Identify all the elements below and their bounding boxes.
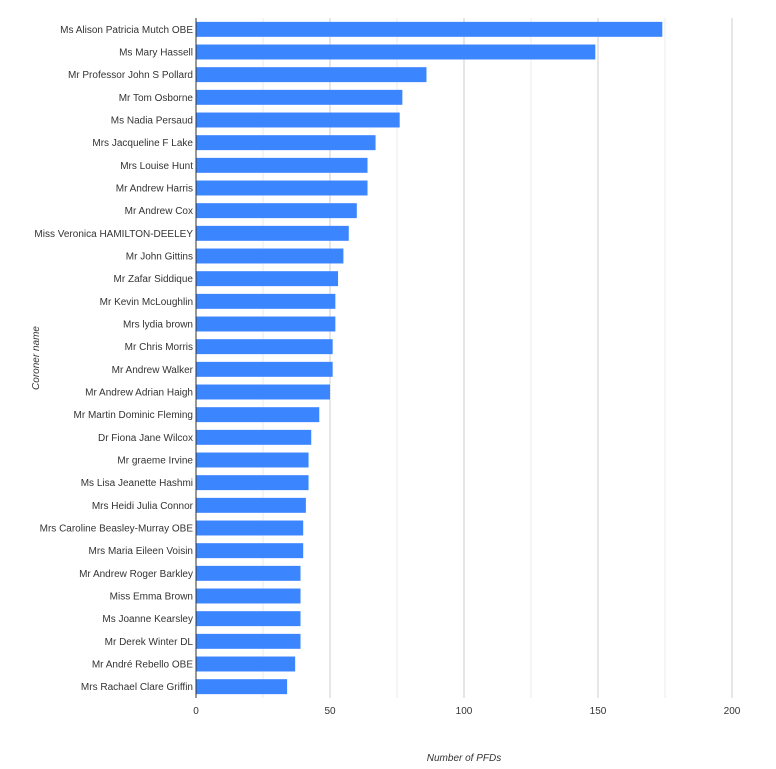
bar: [196, 475, 309, 491]
x-tick-label: 200: [724, 706, 741, 717]
bars: [196, 21, 663, 695]
category-label: Mr Tom Osborne: [119, 93, 194, 104]
bar: [196, 225, 349, 241]
category-label: Mrs lydia brown: [123, 320, 193, 331]
bar: [196, 293, 336, 309]
category-label: Miss Emma Brown: [110, 592, 193, 603]
gridlines: [195, 18, 733, 698]
category-label: Mr John Gittins: [126, 252, 193, 263]
category-label: Ms Mary Hassell: [119, 48, 193, 59]
category-label: Mrs Heidi Julia Connor: [92, 501, 194, 512]
category-label: Mr Professor John S Pollard: [68, 70, 193, 81]
bar: [196, 633, 301, 649]
x-tick-label: 0: [193, 706, 199, 717]
bar: [196, 180, 368, 196]
bar: [196, 565, 301, 581]
category-label: Ms Lisa Jeanette Hashmi: [81, 478, 193, 489]
bar: [196, 611, 301, 627]
category-label: Mr Andrew Roger Barkley: [79, 569, 193, 580]
bar: [196, 339, 333, 355]
x-tick-labels: 0 50 100 150 200: [193, 706, 741, 717]
category-label: Mr Derek Winter DL: [105, 637, 194, 648]
bar: [196, 89, 403, 105]
category-label: Mr Martin Dominic Fleming: [74, 410, 193, 421]
category-label: Mr Andrew Cox: [125, 206, 193, 217]
category-label: Ms Joanne Kearsley: [102, 614, 193, 625]
bar: [196, 520, 304, 536]
category-label: Ms Nadia Persaud: [111, 116, 193, 127]
category-label: Dr Fiona Jane Wilcox: [98, 433, 193, 444]
bar: [196, 203, 357, 219]
bar: [196, 361, 333, 377]
bar: [196, 316, 336, 332]
bar: [196, 543, 304, 559]
category-label: Mr Andrew Harris: [116, 184, 193, 195]
bar: [196, 588, 301, 604]
y-axis-title: Coroner name: [31, 326, 42, 390]
category-labels: Ms Alison Patricia Mutch OBE Ms Mary Hass…: [34, 25, 193, 693]
bar: [196, 452, 309, 468]
bar: [196, 497, 306, 513]
category-label: Ms Alison Patricia Mutch OBE: [60, 25, 193, 36]
x-axis-title: Number of PFDs: [427, 753, 501, 764]
category-label: Mrs Maria Eileen Voisin: [89, 546, 193, 557]
category-label: Mrs Jacqueline F Lake: [92, 138, 193, 149]
category-label: Mr Andrew Adrian Haigh: [85, 388, 193, 399]
category-label: Mr Andrew Walker: [112, 365, 194, 376]
bar: [196, 21, 663, 37]
bar: [196, 679, 288, 695]
bar: [196, 407, 320, 423]
bar: [196, 67, 427, 83]
bar: [196, 157, 368, 173]
category-label: Mr Chris Morris: [125, 342, 193, 353]
x-tick-label: 50: [324, 706, 336, 717]
category-label: Mr André Rebello OBE: [92, 660, 193, 671]
bar: [196, 384, 330, 400]
bar: [196, 112, 400, 128]
bar: [196, 44, 596, 60]
category-label: Mrs Caroline Beasley-Murray OBE: [40, 524, 194, 535]
bar: [196, 656, 296, 672]
bar: [196, 429, 312, 445]
category-label: Mr Zafar Siddique: [114, 274, 194, 285]
category-label: Mr graeme Irvine: [117, 456, 193, 467]
bar: [196, 135, 376, 151]
bar: [196, 248, 344, 264]
x-tick-label: 150: [590, 706, 607, 717]
category-label: Mrs Rachael Clare Griffin: [81, 682, 193, 693]
category-label: Miss Veronica HAMILTON-DEELEY: [34, 229, 193, 240]
bar: [196, 271, 339, 287]
category-label: Mr Kevin McLoughlin: [100, 297, 193, 308]
x-tick-label: 100: [456, 706, 473, 717]
category-label: Mrs Louise Hunt: [120, 161, 193, 172]
